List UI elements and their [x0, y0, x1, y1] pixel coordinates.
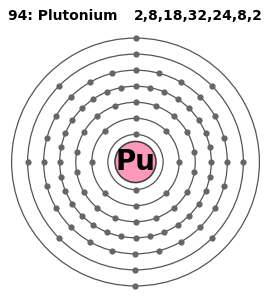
Text: 2,8,18,32,24,8,2: 2,8,18,32,24,8,2 [134, 9, 263, 22]
Text: Pu: Pu [115, 148, 156, 176]
Text: 94: Plutonium: 94: Plutonium [8, 9, 118, 22]
Circle shape [115, 142, 156, 182]
